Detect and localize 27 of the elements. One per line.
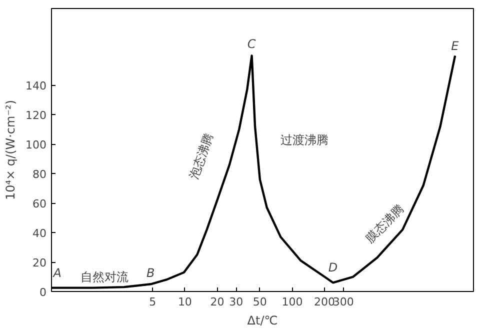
annotation: D	[328, 260, 338, 274]
x-tick-label: 50	[252, 296, 267, 308]
x-tick-label: 100	[282, 296, 303, 308]
y-tick-label: 20	[32, 256, 47, 270]
y-tick-label: 0	[40, 286, 46, 299]
annotation: 自然对流	[80, 270, 128, 284]
annotation: B	[146, 266, 155, 280]
y-tick-label: 100	[26, 138, 47, 152]
annotation: E	[451, 38, 460, 53]
annotation: 泡态沸腾	[186, 131, 216, 182]
y-tick-label: 60	[32, 198, 47, 211]
x-axis-title: Δt/℃	[247, 314, 278, 328]
x-tick-label: 300	[332, 296, 354, 308]
x-tick-label: 10	[178, 296, 192, 308]
y-axis-title: 10⁴× q/(W·cm⁻²)	[4, 100, 18, 200]
x-tick-label: 30	[229, 296, 244, 308]
y-tick-label: 40	[32, 227, 47, 240]
x-tick-label: 20	[210, 296, 224, 308]
y-tick-label: 120	[26, 109, 47, 122]
x-tick-label: 200	[314, 296, 335, 308]
annotation: 过渡沸腾	[280, 133, 329, 148]
annotation: 膜态沸腾	[362, 202, 407, 246]
y-tick-label: 140	[26, 80, 47, 93]
x-tick-label: 5	[149, 296, 156, 308]
y-tick-label: 80	[32, 168, 47, 182]
annotation: A	[52, 266, 62, 280]
annotation: C	[247, 36, 256, 51]
